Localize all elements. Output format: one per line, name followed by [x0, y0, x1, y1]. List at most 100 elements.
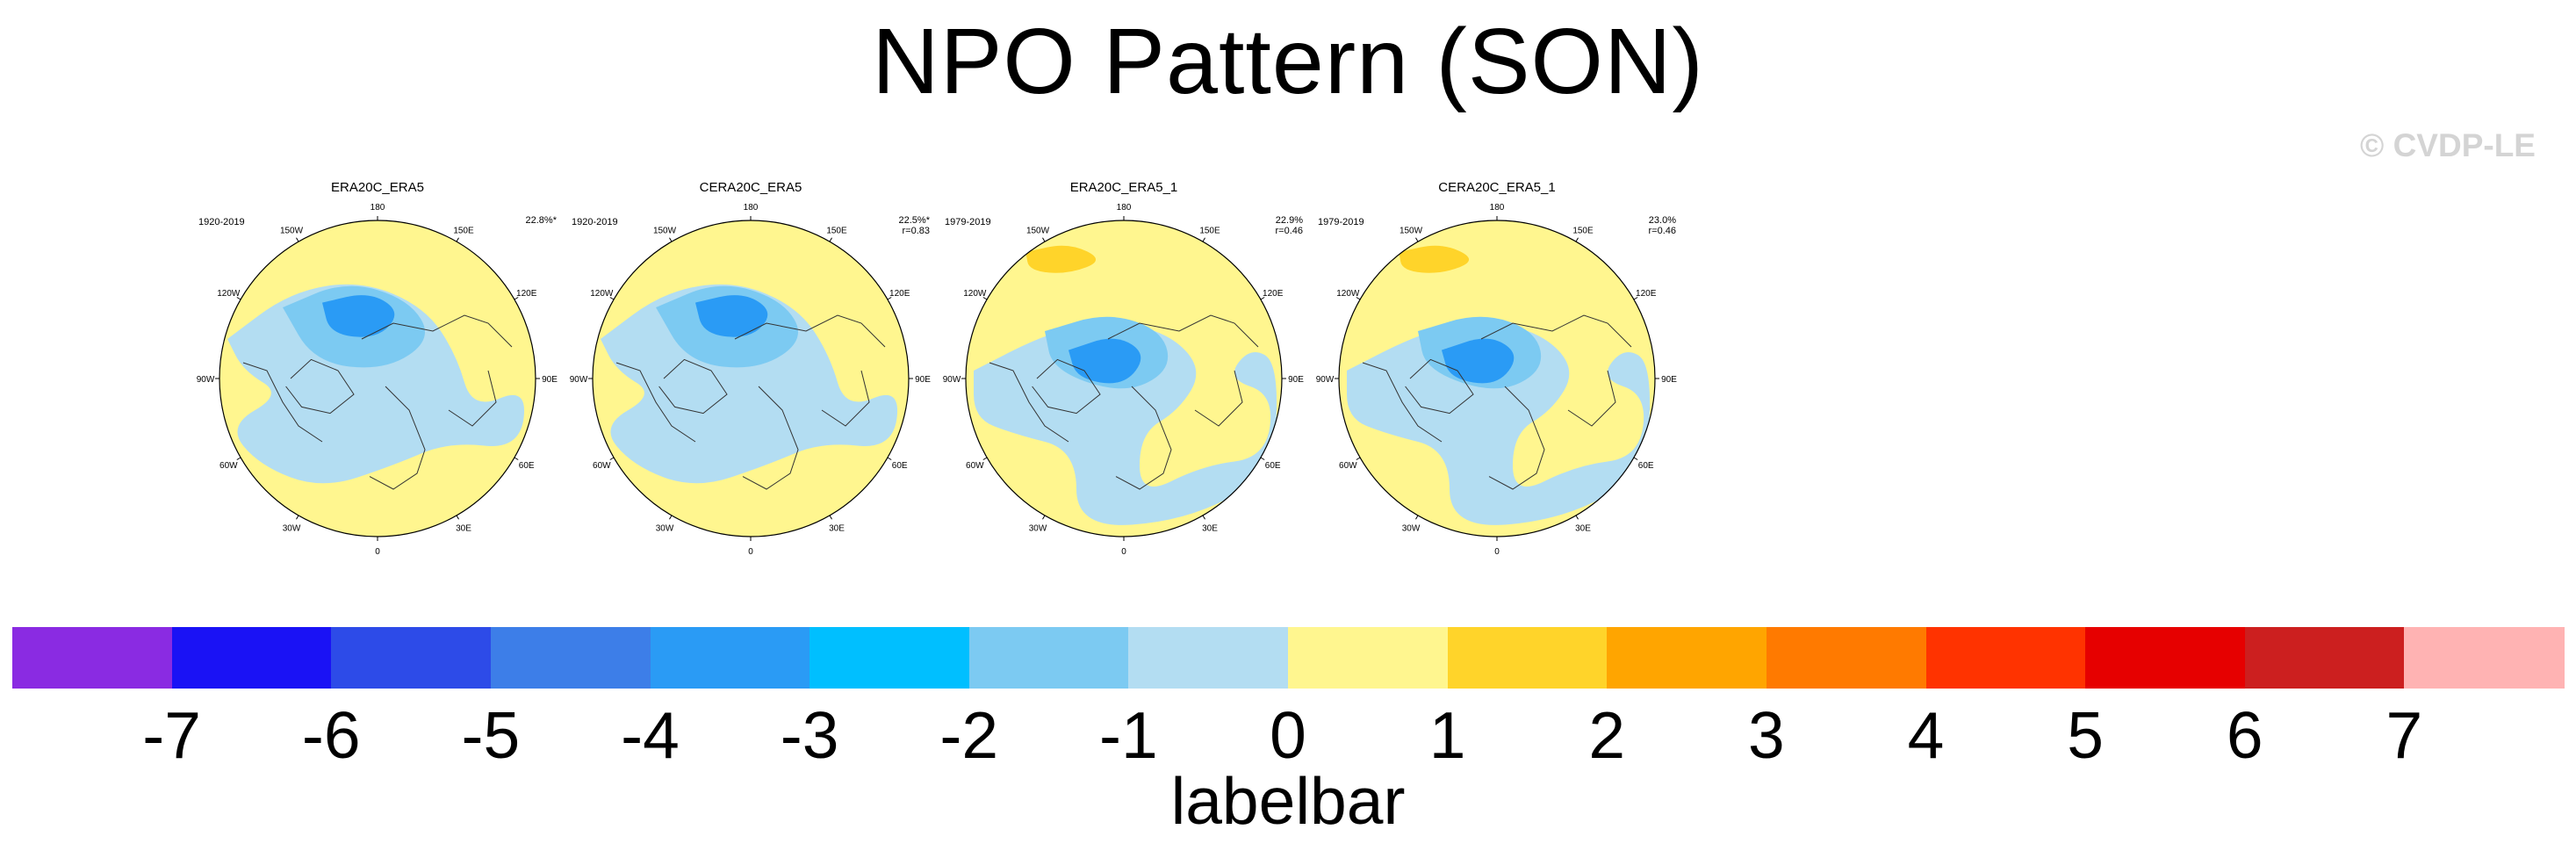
- longitude-tick: [296, 515, 299, 520]
- map-fill-group: [1339, 220, 1655, 537]
- longitude-tick: [236, 457, 241, 460]
- labelbar-color-box: [171, 627, 332, 689]
- longitude-label: 90E: [1661, 375, 1677, 385]
- coastline: [742, 386, 799, 490]
- longitude-label: 90E: [542, 375, 558, 385]
- longitude-label: 120E: [516, 289, 537, 299]
- longitude-label: 180: [371, 203, 385, 213]
- longitude-tick: [887, 297, 892, 300]
- coastline: [1567, 370, 1616, 427]
- labelbar-tick-labels: -7 -6 -5 -4 -3 -2 -1 0 1 2 3 4 5 6 7: [0, 696, 2576, 775]
- longitude-tick: [1633, 297, 1638, 300]
- longitude-label: 90W: [1316, 375, 1335, 385]
- longitude-tick: [514, 457, 519, 460]
- map-svg: 180 150E 120E 90E 60E 30E 0 30W 60W 90W 120W 150W: [570, 203, 932, 557]
- map-svg: 180 150E 120E 90E 60E 30E 0 30W 60W 90W 120W 150W: [197, 203, 558, 557]
- longitude-label: 60W: [593, 461, 611, 471]
- longitude-label: 60W: [1339, 461, 1357, 471]
- coastline: [369, 386, 426, 490]
- longitude-label: 90E: [1288, 375, 1304, 385]
- longitude-tick: [982, 297, 988, 300]
- coastline: [1488, 386, 1545, 490]
- longitude-label: 120W: [590, 289, 614, 299]
- labelbar-tick-label: -6: [301, 698, 361, 772]
- longitude-tick: [1575, 515, 1579, 520]
- panel-title: ERA20C_ERA5: [331, 180, 424, 195]
- labelbar-tick-label: 5: [2067, 698, 2104, 772]
- longitude-label: 120W: [1336, 289, 1360, 299]
- longitude-tick: [669, 237, 673, 242]
- longitude-tick: [1202, 237, 1205, 242]
- panel-pattern-correlation: r=0.46: [1275, 226, 1304, 236]
- coastline: [989, 362, 1069, 443]
- panel-pattern-correlation: r=0.46: [1648, 226, 1677, 236]
- longitude-tick: [982, 457, 988, 460]
- panel-title: CERA20C_ERA5_1: [1438, 180, 1556, 195]
- labelbar-tick-label: 0: [1270, 698, 1306, 772]
- labelbar-tick-label: -3: [780, 698, 839, 772]
- longitude-label: 120W: [217, 289, 241, 299]
- longitude-label: 120W: [963, 289, 987, 299]
- labelbar-tick-label: 7: [2385, 698, 2423, 772]
- longitude-label: 30E: [1575, 524, 1591, 534]
- longitude-label: 60W: [219, 461, 238, 471]
- longitude-tick: [456, 515, 459, 520]
- longitude-tick: [456, 237, 459, 242]
- longitude-label: 150W: [1400, 226, 1423, 235]
- panel-percent-variance: 23.0%: [1648, 215, 1676, 226]
- coastline: [1194, 370, 1243, 427]
- longitude-tick: [514, 297, 519, 300]
- longitude-label: 0: [1494, 547, 1500, 557]
- longitude-tick: [1202, 515, 1205, 520]
- coastline: [658, 358, 728, 415]
- longitude-label: 150E: [1199, 226, 1220, 235]
- coastline: [1032, 358, 1101, 415]
- map-panel-era20c-era5: 180 150E 120E 90E 60E 30E 0 30W 60W 90W 120W 150W E…: [195, 180, 560, 558]
- longitude-tick: [609, 457, 615, 460]
- longitude-label: 180: [744, 203, 759, 213]
- longitude-tick: [1260, 297, 1265, 300]
- panel-period: 1920-2019: [198, 217, 245, 227]
- coastline: [1115, 386, 1172, 490]
- labelbar-color-box: [1925, 627, 2086, 689]
- longitude-label: 90W: [197, 375, 215, 385]
- longitude-label: 180: [1117, 203, 1132, 213]
- longitude-tick: [829, 515, 832, 520]
- coastline: [734, 314, 886, 348]
- map-svg: 180 150E 120E 90E 60E 30E 0 30W 60W 90W 120W 150W: [943, 203, 1305, 557]
- longitude-label: 30E: [456, 524, 471, 534]
- labelbar-color-box: [650, 627, 810, 689]
- coastline: [1480, 314, 1632, 348]
- strong-negative-center: [1442, 338, 1515, 384]
- labelbar-color-box: [1128, 627, 1289, 689]
- longitude-label: 180: [1490, 203, 1505, 213]
- labelbar-tick-label: -2: [939, 698, 999, 772]
- map-svg: 180 150E 120E 90E 60E 30E 0 30W 60W 90W 120W 150W: [1316, 203, 1678, 557]
- longitude-label: 150E: [1572, 226, 1594, 235]
- longitude-label: 0: [748, 547, 753, 557]
- labelbar-color-box: [2085, 627, 2246, 689]
- longitude-label: 60E: [519, 461, 535, 471]
- longitude-label: 60E: [1638, 461, 1654, 471]
- longitude-label: 30E: [829, 524, 845, 534]
- longitude-label: 30W: [1402, 524, 1421, 534]
- panel-period: 1979-2019: [945, 217, 991, 227]
- map-panel-era20c-era5-1: 180 150E 120E 90E 60E 30E 0 30W 60W 90W 120W 150W E…: [941, 180, 1306, 558]
- labelbar-caption: labelbar: [1170, 764, 1406, 838]
- labelbar-color-box: [1766, 627, 1926, 689]
- longitude-tick: [669, 515, 673, 520]
- longitude-label: 150W: [280, 226, 304, 235]
- coastline: [448, 370, 497, 427]
- strong-negative-center: [695, 295, 768, 337]
- longitude-tick: [296, 237, 299, 242]
- labelbar-tick-label: -5: [461, 698, 521, 772]
- panel-percent-variance: 22.5%*: [898, 215, 930, 226]
- longitude-label: 60W: [966, 461, 984, 471]
- labelbar-tick-label: 1: [1428, 698, 1466, 772]
- coastline: [1362, 362, 1443, 443]
- longitude-tick: [1260, 457, 1265, 460]
- labelbar-color-box: [968, 627, 1129, 689]
- figure-title: NPO Pattern (SON): [872, 10, 1704, 113]
- longitude-label: 30W: [656, 524, 674, 534]
- longitude-label: 120E: [889, 289, 910, 299]
